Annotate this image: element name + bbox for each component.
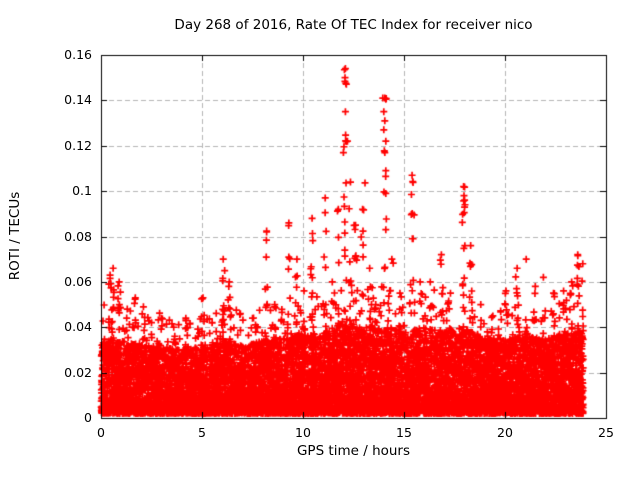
x-tick-label: 0 [97, 425, 105, 440]
y-tick-label: 0.08 [64, 228, 92, 244]
x-tick-label: 10 [295, 425, 311, 440]
x-tick-label: 5 [198, 425, 206, 440]
chart-title: Day 268 of 2016, Rate Of TEC Index for r… [174, 17, 533, 33]
y-tick-label: 0.02 [64, 364, 92, 380]
y-tick-label: 0.16 [64, 47, 92, 62]
x-tick-label: 25 [598, 425, 614, 440]
y-tick-label: 0.14 [64, 92, 92, 108]
y-tick-label: 0.12 [64, 137, 92, 153]
y-tick-label: 0.06 [64, 273, 92, 289]
y-tick-label: 0.1 [72, 183, 92, 199]
x-tick-label: 20 [497, 425, 513, 440]
y-tick-label: 0 [84, 410, 92, 425]
x-axis-label: GPS time / hours [296, 443, 411, 459]
y-tick-label: 0.04 [64, 319, 92, 335]
x-tick-label: 15 [396, 425, 412, 440]
